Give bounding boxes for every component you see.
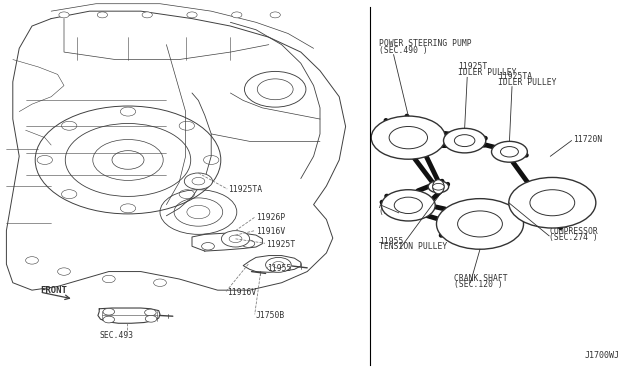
Text: (SEC.490 ): (SEC.490 ): [379, 46, 428, 55]
Circle shape: [187, 12, 197, 18]
Text: J1700WJ: J1700WJ: [584, 351, 620, 360]
Circle shape: [192, 177, 205, 185]
Circle shape: [221, 231, 250, 247]
Circle shape: [204, 155, 219, 164]
Text: 11925TA: 11925TA: [498, 72, 532, 81]
Circle shape: [142, 12, 152, 18]
Text: 11916V: 11916V: [227, 288, 257, 296]
Circle shape: [61, 190, 77, 199]
Text: 11955: 11955: [268, 264, 292, 273]
Text: 11925T: 11925T: [266, 240, 296, 248]
Circle shape: [273, 262, 284, 268]
Circle shape: [454, 135, 475, 147]
Text: (SEC.274 ): (SEC.274 ): [549, 233, 598, 242]
Circle shape: [458, 211, 502, 237]
Text: 11916V: 11916V: [256, 227, 285, 236]
Text: 11925TA: 11925TA: [228, 185, 262, 194]
Circle shape: [120, 107, 136, 116]
Circle shape: [154, 279, 166, 286]
Circle shape: [26, 257, 38, 264]
Text: IDLER PULLEY: IDLER PULLEY: [498, 78, 556, 87]
Circle shape: [509, 177, 596, 228]
Circle shape: [436, 199, 524, 249]
Text: (SEC.231 ): (SEC.231 ): [379, 207, 428, 216]
Circle shape: [58, 268, 70, 275]
Circle shape: [103, 316, 115, 323]
Circle shape: [120, 204, 136, 213]
Ellipse shape: [433, 180, 444, 194]
Circle shape: [103, 308, 115, 315]
Text: J1750B: J1750B: [256, 311, 285, 320]
Circle shape: [266, 257, 291, 272]
Circle shape: [492, 141, 527, 162]
Circle shape: [232, 12, 242, 18]
Text: 11925T: 11925T: [458, 62, 488, 71]
Circle shape: [530, 190, 575, 216]
Circle shape: [179, 190, 195, 199]
Circle shape: [97, 12, 108, 18]
Text: 11955: 11955: [379, 237, 403, 246]
Circle shape: [428, 181, 449, 193]
Circle shape: [61, 121, 77, 130]
Circle shape: [59, 12, 69, 18]
Circle shape: [102, 275, 115, 283]
Text: (SEC.120 ): (SEC.120 ): [454, 280, 503, 289]
Circle shape: [184, 173, 212, 189]
Circle shape: [37, 155, 52, 164]
Circle shape: [433, 183, 444, 190]
Circle shape: [389, 126, 428, 149]
Text: COMPRESSOR: COMPRESSOR: [549, 227, 598, 236]
Text: SEC.493: SEC.493: [99, 331, 133, 340]
Text: TENSION PULLEY: TENSION PULLEY: [379, 243, 447, 251]
Circle shape: [202, 243, 214, 250]
Circle shape: [394, 197, 422, 214]
Circle shape: [145, 315, 157, 322]
Circle shape: [179, 121, 195, 130]
Text: ALTERNATOR: ALTERNATOR: [379, 201, 428, 210]
Text: 11720N: 11720N: [573, 135, 602, 144]
Text: FRONT: FRONT: [40, 286, 67, 295]
Circle shape: [229, 235, 242, 243]
Circle shape: [371, 116, 445, 159]
Circle shape: [444, 128, 486, 153]
Text: POWER STEERING PUMP: POWER STEERING PUMP: [379, 39, 472, 48]
Circle shape: [381, 190, 435, 221]
Text: IDLER PULLEY: IDLER PULLEY: [458, 68, 516, 77]
Circle shape: [242, 240, 255, 247]
Circle shape: [500, 147, 518, 157]
Text: 11926P: 11926P: [256, 213, 285, 222]
Circle shape: [145, 309, 156, 316]
Text: CRANK SHAFT: CRANK SHAFT: [454, 274, 508, 283]
Circle shape: [270, 12, 280, 18]
